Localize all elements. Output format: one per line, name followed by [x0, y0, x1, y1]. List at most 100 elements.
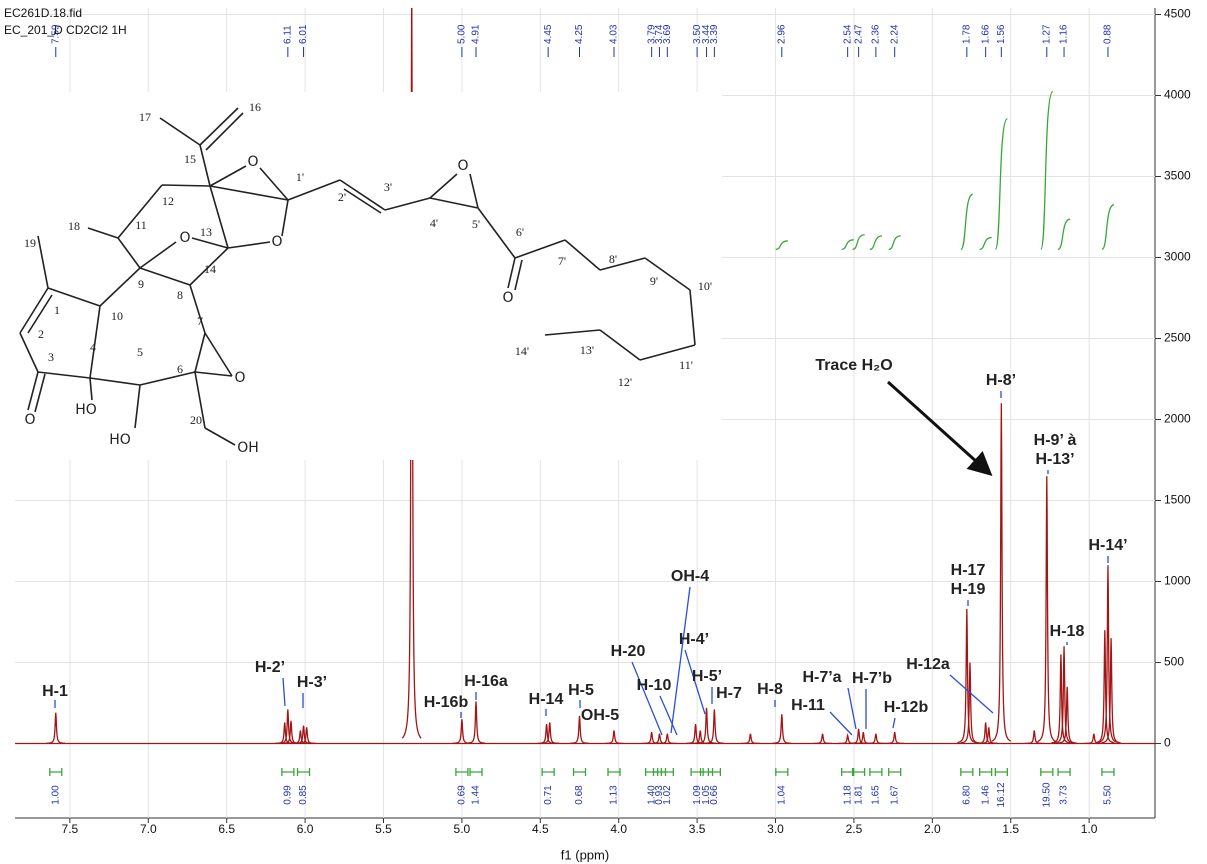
annotation: H-13’ [1035, 451, 1074, 468]
integral-label: 1.02 [662, 785, 673, 805]
x-tick-label: 7.0 [140, 822, 157, 836]
bonds [19, 107, 696, 446]
atom-number: 11' [679, 358, 693, 372]
peak-label: 3.39 [709, 24, 720, 44]
peak-label: 2.24 [889, 24, 900, 44]
leader-line [659, 695, 678, 736]
atom-number: 12 [162, 194, 174, 208]
atom-label: O [271, 234, 282, 250]
peak [849, 728, 869, 745]
peak [1084, 733, 1104, 745]
peak [1098, 565, 1118, 743]
integral-label: 1.18 [842, 785, 853, 805]
integral-bracket [281, 768, 295, 776]
integral-label: 1.40 [646, 785, 657, 805]
integral-label: 1.46 [980, 785, 991, 805]
annotation: OH-4 [671, 568, 709, 585]
peak [294, 725, 313, 745]
peak-label: 3.79 [646, 24, 657, 44]
integral-curve [994, 118, 1008, 251]
peak-label: 1.66 [980, 24, 991, 44]
integral-bracket [49, 768, 63, 776]
y-tick-label: 4000 [1164, 88, 1191, 102]
annotation: H-7’a [802, 669, 841, 686]
x-tick-label: 7.5 [62, 822, 79, 836]
integral-curve [1040, 90, 1054, 251]
peak-label: 4.45 [543, 24, 554, 44]
atom-number: 14' [515, 344, 529, 358]
atom-number: 6 [177, 362, 183, 376]
peak-label: 7.59 [50, 24, 61, 44]
annotation: H-10 [637, 677, 672, 694]
leader-line [892, 717, 896, 729]
peak [741, 733, 760, 745]
integral-bracket [707, 768, 722, 776]
title-line: EC_201_D CD2Cl2 1H [4, 23, 127, 37]
integral-curve [979, 236, 992, 251]
annotation: H-12b [884, 699, 929, 716]
peak-label: 1.27 [1041, 24, 1052, 44]
atom-number: 2' [338, 190, 346, 204]
integral-bracket [660, 768, 674, 776]
peak-label: 4.03 [609, 24, 620, 44]
atom-number: 7 [197, 314, 203, 328]
x-tick-label: 5.0 [454, 822, 471, 836]
peak [1024, 730, 1044, 745]
peak-label: 4.25 [574, 24, 585, 44]
integral-curve [960, 193, 974, 251]
integral-label: 0.68 [574, 785, 585, 805]
peak [979, 727, 999, 745]
peak [697, 707, 716, 744]
integral-bracket [572, 768, 587, 776]
x-tick-label: 2.5 [846, 822, 863, 836]
integral-bracket [469, 768, 483, 776]
x-axis-label: f1 (ppm) [561, 847, 609, 862]
atom-label: OH [237, 440, 259, 456]
integral-label: 1.44 [471, 785, 482, 805]
peak [813, 733, 832, 745]
annotation: H-9’ à [1034, 432, 1077, 449]
annotation: H-8’ [986, 372, 1016, 389]
integral-bracket [994, 768, 1008, 776]
y-tick-label: 3000 [1164, 250, 1191, 264]
x-tick-label: 3.0 [767, 822, 784, 836]
integral-bracket [296, 768, 311, 776]
peak-label: 2.54 [842, 24, 853, 44]
atom-number: 2 [38, 327, 44, 341]
annotation: OH-5 [581, 707, 619, 724]
annotation: H-12a [906, 656, 950, 673]
atom-label: O [457, 158, 468, 174]
atom-label: HO [109, 432, 131, 448]
y-tick-label: 1000 [1164, 574, 1191, 588]
peak [278, 709, 298, 744]
y-tick-label: 0 [1164, 736, 1171, 750]
atom-label: O [502, 290, 513, 306]
x-tick-label: 1.5 [1002, 822, 1019, 836]
integral-label: 3.73 [1059, 785, 1070, 805]
annotation: H-16b [424, 694, 469, 711]
atom-number: 11 [135, 218, 147, 232]
peak [957, 609, 977, 744]
atom-label: O [247, 154, 258, 170]
integral-curve [1057, 218, 1071, 251]
peak [570, 715, 589, 744]
integral-bracket [978, 768, 993, 776]
peak-label: 2.47 [853, 24, 864, 44]
peak [885, 732, 905, 745]
spectrum [15, 8, 1155, 745]
peak-label: 1.78 [961, 24, 972, 44]
peak [657, 733, 677, 745]
title-line: EC261D.18.fid [4, 6, 82, 20]
peak [1101, 638, 1121, 744]
integral-label: 1.81 [853, 785, 864, 805]
atom-number: 7' [558, 254, 566, 268]
atom-label: HO [75, 402, 97, 418]
y-tick-label: 3500 [1164, 169, 1191, 183]
annotation: H-20 [611, 643, 646, 660]
x-tick-label: 4.0 [610, 822, 627, 836]
peak-label: 3.74 [654, 24, 665, 44]
annotation: H-2’ [255, 659, 285, 676]
atom-number: 10 [111, 309, 123, 323]
integral-label: 16.12 [996, 782, 1007, 807]
